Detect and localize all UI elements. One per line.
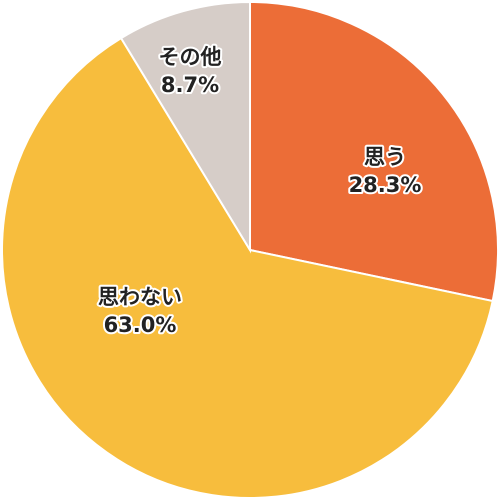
value-label: 28.3%	[349, 173, 422, 197]
pie-slice	[249, 0, 499, 303]
value-label: 63.0%	[104, 313, 177, 337]
value-label: 8.7%	[161, 73, 219, 97]
pie-slice	[1, 36, 494, 499]
slice-label: その他	[159, 45, 222, 69]
slice-label: 思わない	[98, 285, 182, 309]
pie-slice	[119, 0, 251, 254]
slice-label: 思う	[364, 145, 406, 169]
